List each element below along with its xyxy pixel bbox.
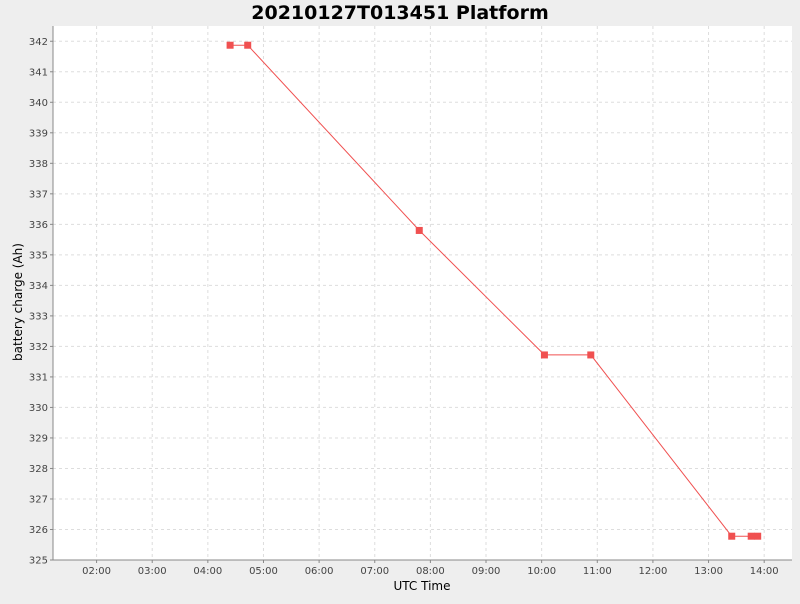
data-point (415, 226, 423, 234)
y-tick-label: 337 (29, 189, 48, 200)
data-point (587, 351, 595, 359)
y-tick-label: 331 (29, 372, 48, 383)
y-tick-label: 332 (29, 342, 48, 353)
x-tick-label: 08:00 (416, 566, 445, 577)
data-point (728, 532, 736, 540)
data-point (244, 41, 252, 49)
series-0 (226, 41, 762, 540)
data-point (754, 532, 762, 540)
y-tick-label: 329 (29, 433, 48, 444)
grid (53, 26, 792, 561)
series-layer (226, 41, 762, 540)
x-tick-label: 10:00 (527, 566, 556, 577)
x-tick-label: 13:00 (694, 566, 723, 577)
y-axis-label: battery charge (Ah) (11, 243, 25, 361)
y-tick-label: 338 (29, 159, 48, 170)
data-point (747, 532, 755, 540)
y-tick-label: 326 (29, 525, 48, 536)
y-tick-label: 339 (29, 128, 48, 139)
x-tick-label: 03:00 (138, 566, 167, 577)
plot-area (53, 26, 792, 560)
x-tick-label: 09:00 (472, 566, 501, 577)
x-tick-label: 02:00 (82, 566, 111, 577)
x-tick-label: 04:00 (193, 566, 222, 577)
y-tick-label: 335 (29, 250, 48, 261)
y-tick-label: 330 (29, 403, 48, 414)
x-axis-ticks: 02:00 03:00 04:00 05:00 06:00 07:00 08:00 09:00… (82, 560, 779, 577)
x-tick-label: 12:00 (639, 566, 668, 577)
x-tick-label: 06:00 (305, 566, 334, 577)
y-tick-label: 336 (29, 220, 48, 231)
y-tick-label: 325 (29, 556, 48, 567)
x-tick-label: 14:00 (750, 566, 779, 577)
y-tick-label: 340 (29, 98, 48, 109)
y-tick-label: 327 (29, 494, 48, 505)
y-tick-label: 342 (29, 37, 48, 48)
y-tick-label: 333 (29, 311, 48, 322)
x-tick-label: 05:00 (249, 566, 278, 577)
x-tick-label: 11:00 (583, 566, 612, 577)
y-tick-label: 334 (29, 281, 48, 292)
x-tick-label: 07:00 (360, 566, 389, 577)
y-tick-label: 341 (29, 67, 48, 78)
x-axis-label: UTC Time (394, 579, 451, 593)
data-point (540, 351, 548, 359)
data-point (226, 41, 234, 49)
chart-title: 20210127T013451 Platform (251, 2, 549, 24)
axes (52, 26, 792, 561)
y-axis-ticks: 325 326 327 328 329 330 331 332 333 334 335 336 337 3… (29, 37, 53, 567)
y-tick-label: 328 (29, 464, 48, 475)
